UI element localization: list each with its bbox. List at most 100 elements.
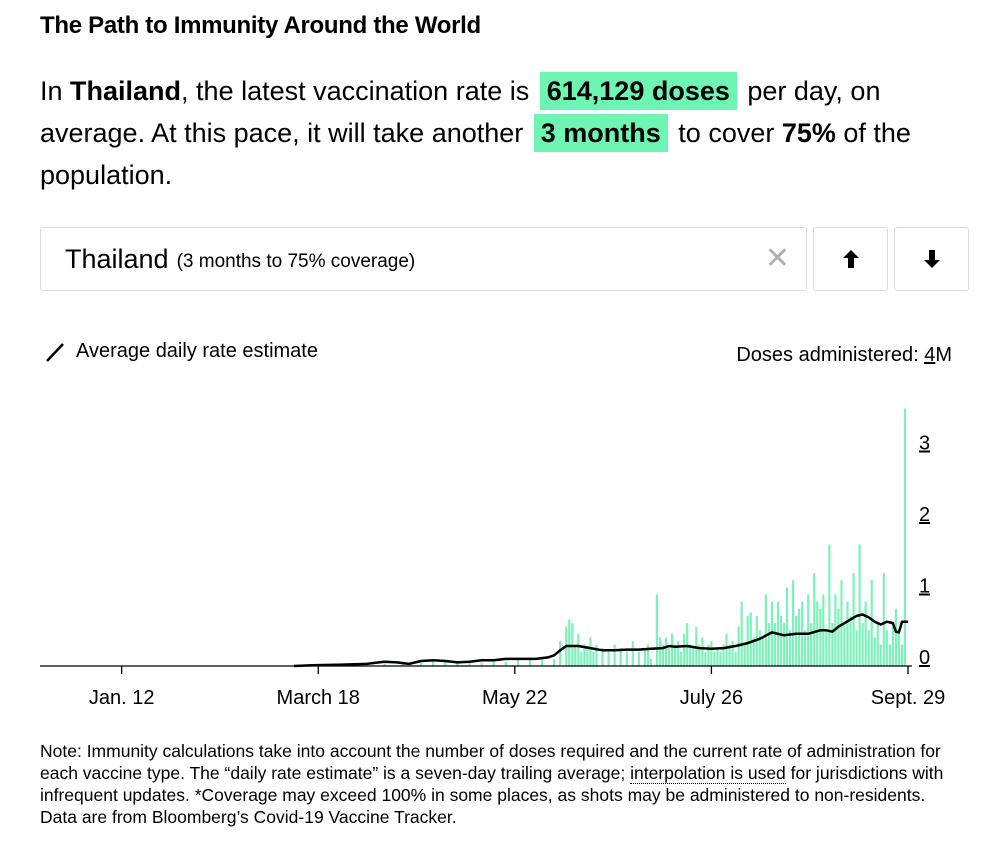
dose-bar (492, 660, 495, 666)
dose-bar (468, 661, 471, 666)
dose-bar (770, 601, 774, 666)
x-tick-label: Jan. 12 (89, 687, 155, 709)
legend-label: Average daily rate estimate (76, 340, 318, 362)
dose-bar (419, 662, 423, 666)
dose-bar (574, 644, 577, 666)
dose-bar (885, 630, 888, 666)
dose-bar (674, 644, 677, 666)
time-highlight: 3 months (533, 114, 668, 152)
country-search-input[interactable]: Thailand (3 months to 75% coverage) ✕ (40, 227, 807, 291)
dose-bar (401, 663, 405, 666)
x-tick-label: March 18 (277, 687, 360, 709)
dose-bar (583, 644, 586, 666)
dose-bar (837, 608, 840, 666)
dose-bar (791, 580, 795, 666)
dose-bar (788, 630, 792, 666)
dose-bar (782, 623, 786, 666)
dose-bar (661, 644, 665, 666)
dose-bar (725, 633, 728, 666)
dose-bar (840, 580, 843, 666)
dose-bar (731, 640, 734, 666)
dose-bar (882, 573, 885, 666)
dose-bar (683, 633, 686, 666)
arrow-down-icon (923, 250, 940, 268)
dose-bar (798, 608, 801, 666)
dose-bar (861, 623, 864, 666)
dose-bar (891, 623, 894, 666)
dose-bar (794, 615, 798, 666)
dose-bar (825, 630, 828, 666)
dose-bar (692, 648, 695, 666)
dose-bar (888, 644, 891, 666)
dose-bar (761, 637, 764, 666)
dose-bar (655, 594, 659, 666)
dose-bar (528, 657, 532, 666)
dose-bar (849, 615, 852, 666)
dose-bar (846, 601, 849, 666)
dose-bar (589, 637, 592, 666)
dose-bar (819, 608, 822, 666)
dose-bar (864, 601, 867, 666)
dose-bar (843, 623, 846, 666)
y-tick-label: 1 (919, 576, 930, 598)
selected-country-detail: (3 months to 75% coverage) (176, 250, 416, 272)
dose-bar (746, 615, 749, 666)
dose-bar (571, 623, 574, 666)
dose-bar (870, 580, 873, 666)
dose-bar (867, 630, 870, 666)
x-tick-label: Sept. 29 (871, 687, 946, 709)
dose-bar (613, 644, 616, 666)
daily-rate-line (293, 613, 908, 668)
dose-bar (758, 630, 761, 666)
dose-bar (828, 544, 831, 666)
footnote: Note: Immunity calculations take into ac… (40, 740, 960, 828)
y-tick-label: 3 (919, 433, 930, 455)
dose-bar (773, 623, 777, 666)
rate-highlight: 614,129 doses (539, 72, 737, 110)
dose-bar (664, 637, 668, 666)
footnote-text: Note: Immunity calculations take into ac… (40, 741, 941, 783)
clear-icon[interactable]: ✕ (764, 242, 790, 275)
summary-text: to cover (670, 118, 782, 148)
dose-bar (504, 661, 507, 666)
dose-bar (625, 651, 628, 666)
dose-bar (813, 573, 816, 666)
x-tick-label: July 26 (680, 687, 743, 709)
dose-bar (743, 644, 746, 666)
dose-bar (677, 640, 680, 666)
summary-sentence: In Thailand, the latest vaccination rate… (40, 70, 970, 196)
previous-country-button[interactable] (813, 227, 888, 291)
dose-bar (716, 648, 719, 666)
dose-bar (710, 640, 713, 666)
interpolation-link[interactable]: interpolation is used (630, 763, 786, 784)
dose-bar (698, 644, 701, 666)
dose-bar (619, 648, 622, 666)
dose-bar (649, 658, 653, 666)
dose-bar (719, 651, 722, 666)
next-country-button[interactable] (894, 227, 969, 291)
dose-bar (900, 644, 904, 666)
dose-bar (601, 648, 604, 666)
dose-bar (749, 612, 752, 666)
dose-bar (480, 662, 483, 666)
dose-bar (553, 658, 556, 666)
dose-bar (810, 623, 813, 666)
dose-bar (894, 608, 898, 666)
dose-bar (383, 663, 386, 666)
dose-bar (722, 644, 725, 666)
dose-bar (559, 640, 562, 666)
dose-bar (577, 633, 580, 666)
dose-bar (686, 623, 689, 666)
dose-bar (879, 644, 882, 666)
dose-bar (646, 644, 650, 666)
dose-bar (707, 644, 710, 666)
y-tick-label: 2 (919, 504, 930, 526)
dose-bar (540, 656, 544, 666)
dose-bar (592, 651, 595, 666)
dose-bar (785, 587, 789, 666)
dose-bar (831, 623, 834, 666)
chart-title: The Path to Immunity Around the World (40, 12, 481, 39)
dose-bar (658, 637, 662, 666)
summary-text: , the latest vaccination rate is (181, 76, 537, 106)
summary-text: of the population. (40, 118, 911, 190)
